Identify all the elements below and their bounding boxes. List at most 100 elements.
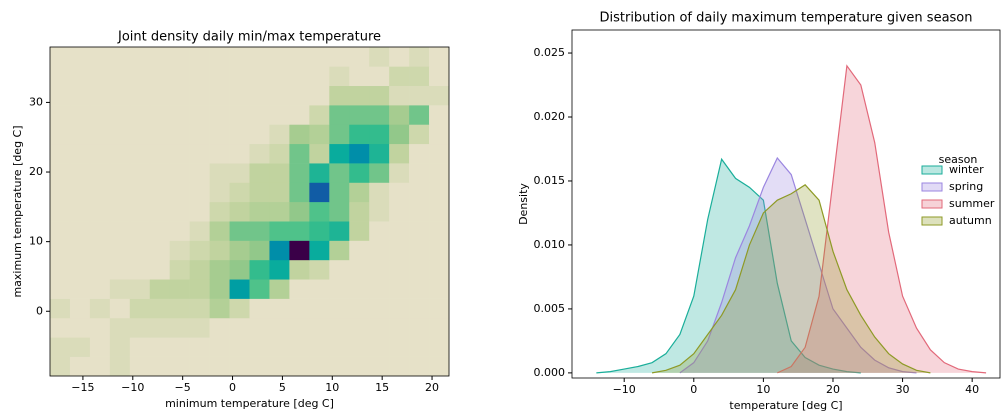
heat-cell	[129, 221, 151, 241]
heat-cell	[349, 356, 370, 377]
heat-cell	[409, 105, 430, 125]
heat-cell	[169, 143, 190, 164]
y-tick-label: 0.005	[534, 302, 566, 315]
heat-cell	[169, 337, 190, 357]
heat-cell	[89, 240, 111, 261]
heat-cell	[309, 298, 330, 319]
heat-cell	[309, 317, 330, 338]
heat-cell	[50, 143, 71, 164]
heat-cell	[169, 47, 190, 67]
heat-cell	[389, 47, 410, 67]
heat-cell	[289, 143, 310, 164]
heat-cell	[269, 143, 290, 164]
heat-cell	[429, 85, 450, 106]
legend-label: winter	[949, 163, 984, 176]
heat-cell	[69, 66, 91, 87]
heat-cell	[209, 240, 230, 261]
heat-cell	[50, 259, 71, 280]
heat-cell	[109, 105, 131, 125]
heat-cell	[249, 317, 270, 338]
heat-cell	[269, 279, 290, 299]
heat-cell	[89, 201, 111, 222]
x-tick-label: 0	[229, 381, 236, 394]
heat-cell	[429, 143, 450, 164]
heat-cell	[109, 298, 131, 319]
heat-cell	[209, 298, 230, 319]
heat-cell	[269, 298, 290, 319]
heat-cell	[269, 47, 290, 67]
heat-cell	[409, 47, 430, 67]
heat-cell	[289, 298, 310, 319]
heat-cell	[89, 182, 111, 203]
heat-cell	[429, 298, 450, 319]
heat-cell	[69, 259, 91, 280]
heat-cell	[69, 85, 91, 106]
heat-cell	[129, 279, 151, 299]
heat-cell	[289, 356, 310, 377]
x-tick-label: 20	[826, 383, 840, 396]
heat-cell	[229, 356, 250, 377]
legend-label: spring	[949, 180, 983, 193]
heat-cell	[50, 279, 71, 299]
heat-cell	[249, 201, 270, 222]
heat-cell	[209, 182, 230, 203]
legend-swatch	[921, 182, 943, 192]
heat-cell	[149, 105, 170, 125]
heat-cell	[189, 124, 210, 145]
heat-cell	[409, 298, 430, 319]
heat-cell	[189, 279, 210, 299]
heat-cell	[269, 66, 290, 87]
heat-cell	[309, 163, 330, 183]
heat-cell	[269, 221, 290, 241]
heat-cell	[50, 240, 71, 261]
heat-cell	[369, 47, 390, 67]
heat-cell	[249, 124, 270, 145]
heat-cell	[129, 143, 151, 164]
heat-cell	[349, 317, 370, 338]
heat-cell	[50, 356, 71, 377]
heat-cell	[50, 105, 71, 125]
heat-cell	[69, 163, 91, 183]
heat-cell	[149, 356, 170, 377]
heat-cell	[249, 105, 270, 125]
density-line	[651, 184, 931, 374]
heat-cell	[50, 66, 71, 87]
heat-cell	[189, 240, 210, 261]
heat-cell	[229, 240, 250, 261]
heat-cell	[349, 182, 370, 203]
heat-cell	[349, 85, 370, 106]
density-area	[652, 184, 931, 373]
heat-cell	[409, 240, 430, 261]
heat-cell	[269, 124, 290, 145]
heat-cell	[69, 182, 91, 203]
heat-cell	[50, 124, 71, 145]
legend-swatch	[921, 165, 943, 175]
heat-cell	[389, 85, 410, 106]
heat-cell	[189, 298, 210, 319]
heat-cell	[389, 221, 410, 241]
heat-cell	[249, 298, 270, 319]
legend-swatch	[921, 199, 943, 209]
heat-cell	[369, 259, 390, 280]
heat-cell	[349, 240, 370, 261]
legend-label: autumn	[949, 214, 992, 227]
heat-cell	[289, 66, 310, 87]
heat-cell	[349, 221, 370, 241]
heat-cell	[249, 66, 270, 87]
heat-cell	[309, 143, 330, 164]
heat-cell	[129, 259, 151, 280]
heat-cell	[149, 47, 170, 67]
heat-cell	[69, 105, 91, 125]
heat-cell	[349, 124, 370, 145]
heat-cell	[229, 337, 250, 357]
heat-cell	[129, 163, 151, 183]
heat-cell	[149, 124, 170, 145]
heat-cell	[229, 298, 250, 319]
heat-cell	[249, 47, 270, 67]
heat-cell	[289, 47, 310, 67]
heat-cell	[169, 105, 190, 125]
heat-cell	[149, 143, 170, 164]
heat-cell	[169, 259, 190, 280]
heat-cell	[309, 356, 330, 377]
heat-cell	[369, 85, 390, 106]
